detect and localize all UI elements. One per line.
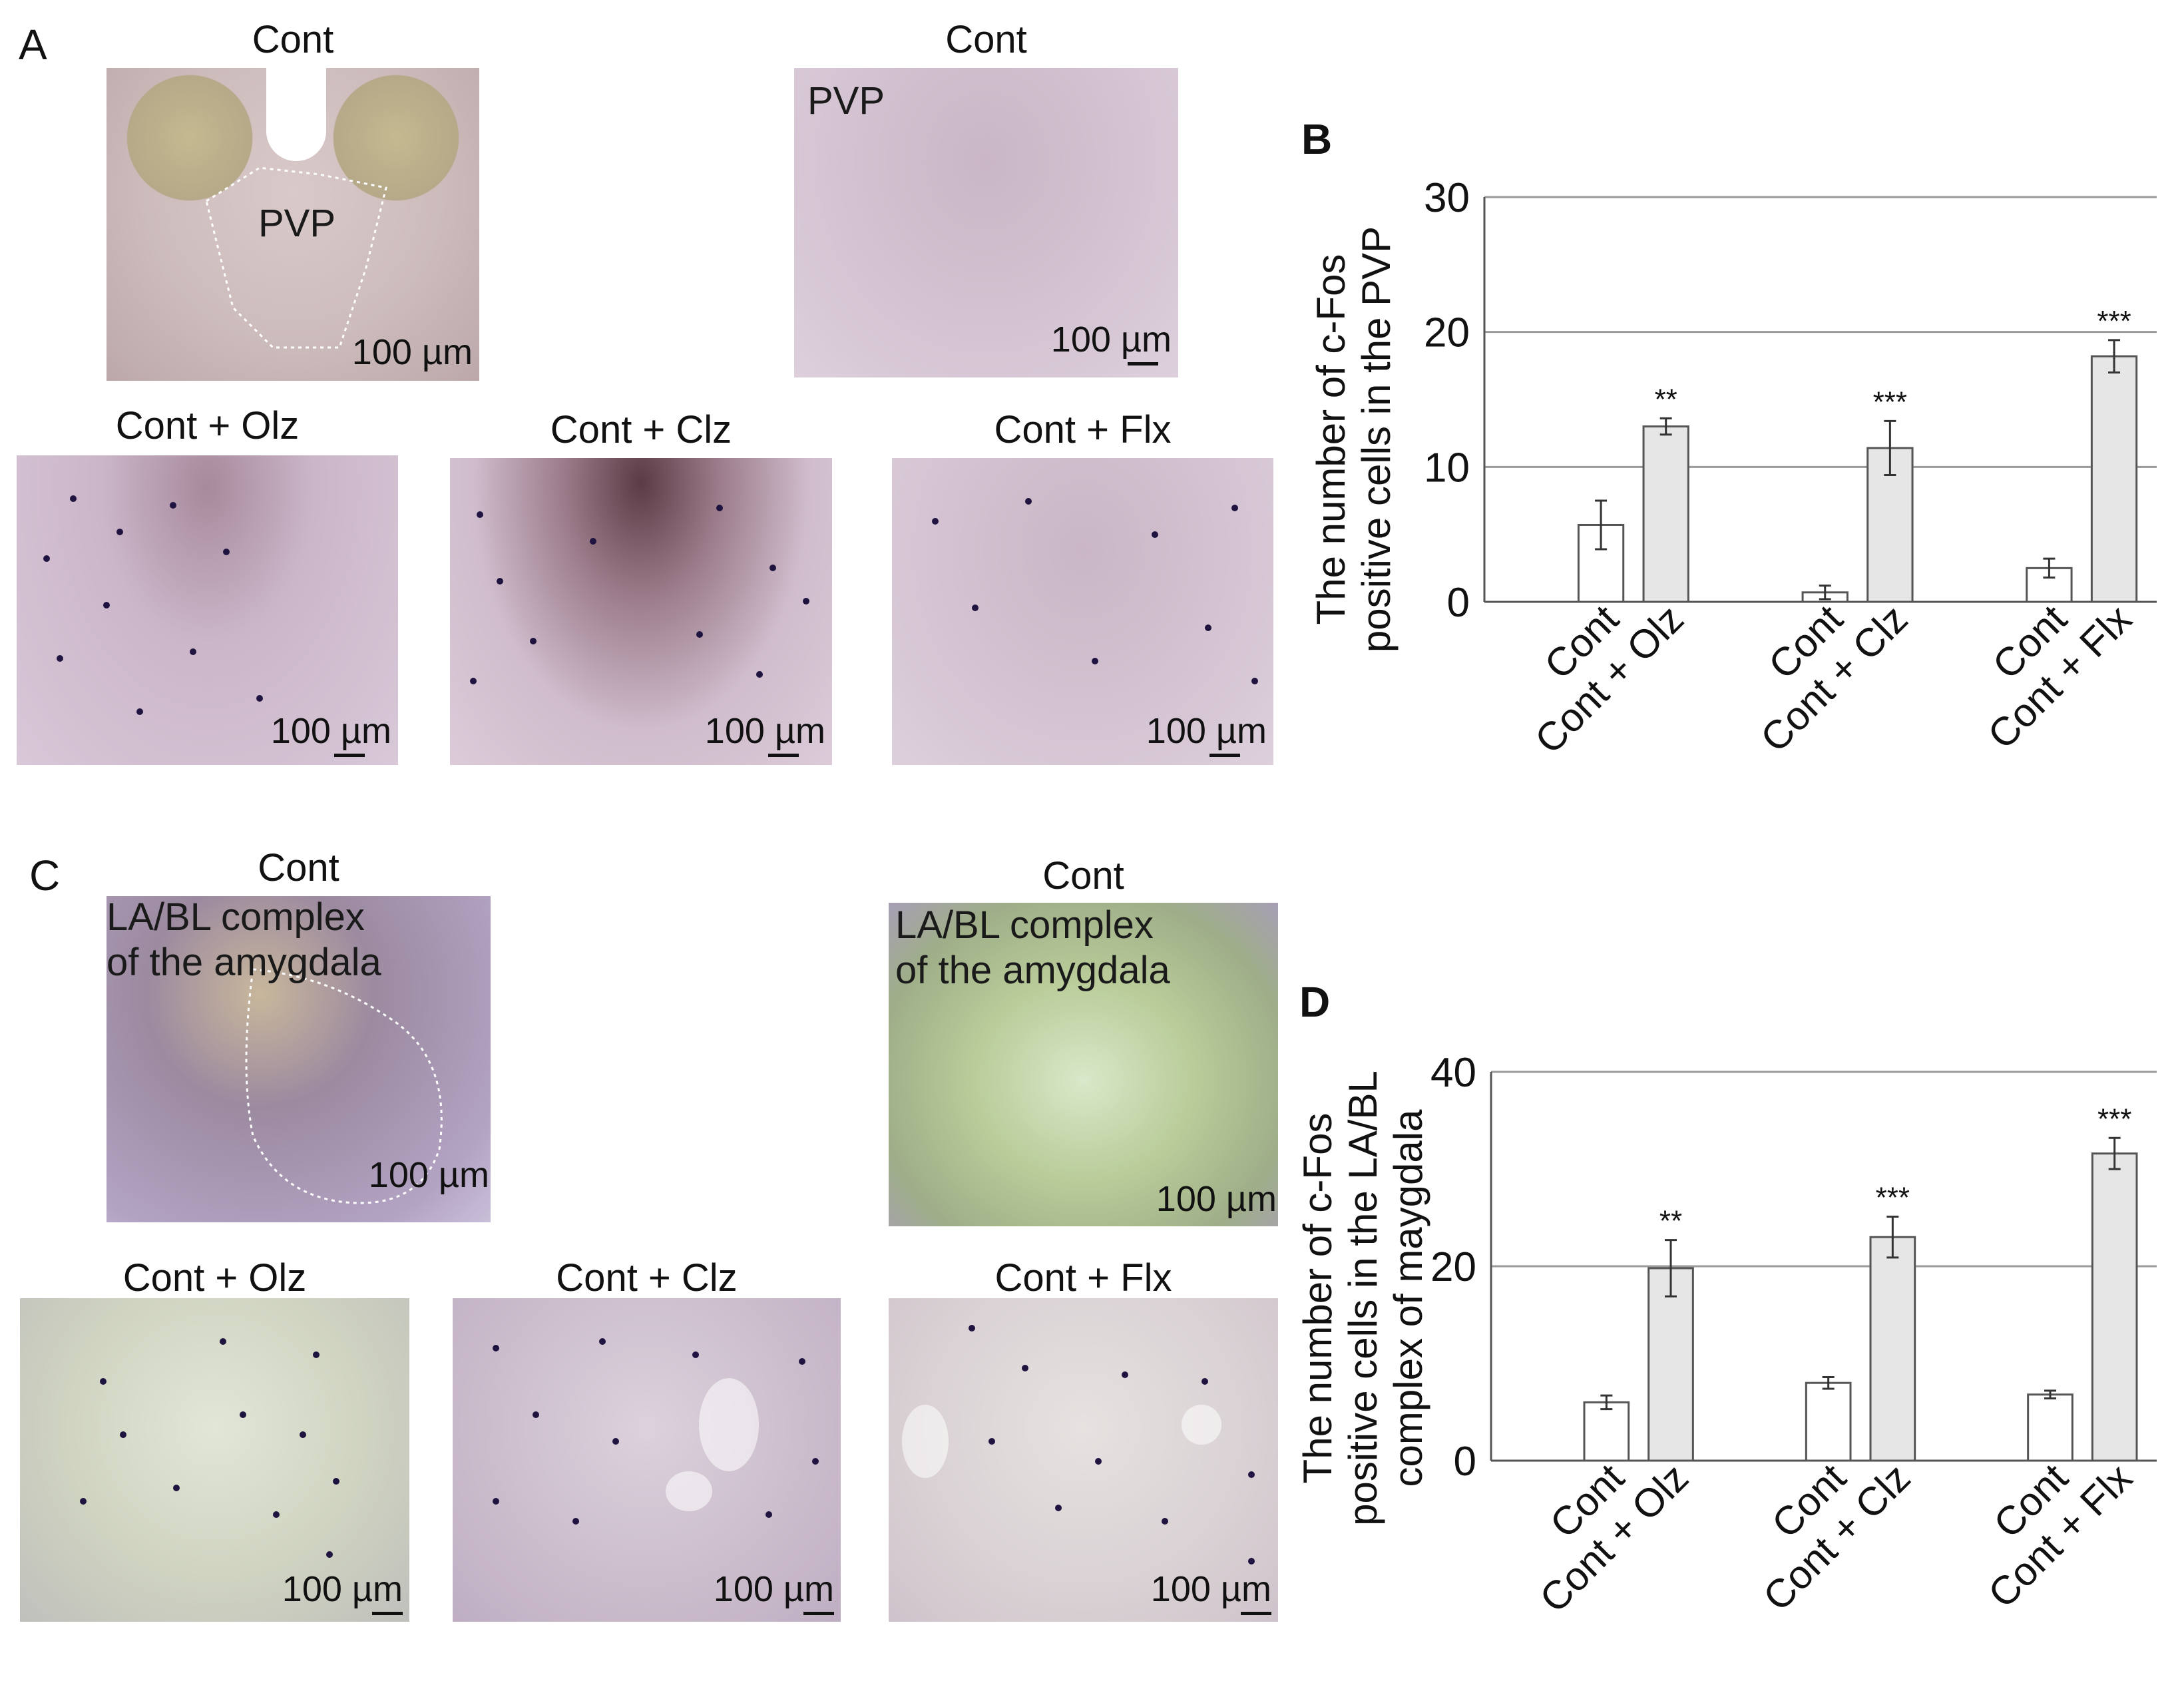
scale-bar — [372, 1612, 403, 1615]
micro-title-a1: Cont — [252, 18, 334, 61]
micrograph-c-olz: 100 µm — [20, 1298, 409, 1622]
scale-text: 100 µm — [351, 332, 473, 372]
scale-text: 100 µm — [1146, 711, 1267, 751]
scale-text: 100 µm — [1150, 1569, 1271, 1609]
y-tick-label: 30 — [1424, 175, 1470, 221]
micro-title-c5: Cont + Flx — [994, 1256, 1172, 1300]
region-label-pvp: PVP — [258, 202, 336, 245]
scale-text: 100 µm — [270, 711, 391, 751]
micrograph-a-cont-overview: PVP 100 µm — [107, 68, 479, 381]
y-axis-label-line: The number of c-Fos — [1309, 254, 1353, 625]
micrograph-a-cont-pvp: PVP 100 µm — [794, 68, 1178, 377]
bar — [2091, 1152, 2138, 1462]
significance-label: ** — [1655, 383, 1677, 415]
y-tick-label: 0 — [1447, 580, 1470, 626]
region-label-la-bl: LA/BL complex of the amygdala — [107, 896, 381, 985]
region-label-pvp: PVP — [807, 79, 885, 122]
scale-bar — [768, 754, 799, 757]
bar — [1869, 1236, 1916, 1462]
bar — [1647, 1267, 1694, 1462]
significance-label: *** — [1873, 385, 1907, 418]
micro-title-c2: Cont — [1042, 854, 1124, 897]
pvp-outline — [205, 166, 387, 349]
bar — [2090, 355, 2138, 603]
y-tick-label: 20 — [1430, 1244, 1476, 1290]
micrograph-c-flx: 100 µm — [889, 1298, 1278, 1622]
bar — [1642, 425, 1689, 603]
bar — [1583, 1401, 1630, 1462]
bar — [1805, 1381, 1852, 1462]
y-tick-label: 0 — [1454, 1439, 1476, 1485]
micrograph-a-clz: 100 µm — [450, 458, 832, 765]
scale-bar — [803, 1612, 834, 1615]
panel-letter-b: B — [1301, 115, 1333, 163]
amygdala-outline — [245, 968, 443, 1204]
scale-text: 100 µm — [713, 1569, 834, 1609]
scale-text: 100 µm — [1050, 320, 1172, 360]
y-axis-label: The number of c-Fos positive cells in the… — [1309, 226, 1399, 652]
micrograph-c-clz: 100 µm — [453, 1298, 841, 1622]
micro-title-a3: Cont + Olz — [115, 404, 300, 447]
micrograph-c-cont-overview: LA/BL complex of the amygdala 100 µm — [107, 896, 491, 1222]
micro-title-a2: Cont — [945, 18, 1027, 61]
chart-b: 0 10 20 30 The number of c-Fos positive cells… — [1309, 175, 2157, 762]
scale-text: 100 µm — [704, 711, 825, 751]
scale-text: 100 µm — [368, 1155, 489, 1195]
micrograph-a-flx: 100 µm — [892, 458, 1273, 765]
scale-bar — [1209, 754, 1240, 757]
scale-bar — [1241, 1612, 1271, 1615]
y-axis-label-line: The number of c-Fos — [1295, 1113, 1340, 1484]
micro-title-c1: Cont — [258, 846, 339, 889]
y-axis-label-line: positive cells in the PVP — [1354, 226, 1399, 652]
scale-bar — [334, 754, 365, 757]
significance-label: *** — [1876, 1182, 1910, 1214]
significance-label: *** — [2097, 1102, 2131, 1135]
y-tick-label: 40 — [1430, 1050, 1476, 1096]
micrograph-c-cont-amygdala: LA/BL complex of the amygdala 100 µm — [889, 903, 1278, 1226]
panel-letter-c: C — [29, 851, 61, 899]
micro-title-c4: Cont + Clz — [556, 1256, 738, 1300]
scale-bar — [1128, 362, 1158, 365]
panel-letter-a: A — [19, 21, 47, 69]
bar — [2027, 1393, 2074, 1462]
y-tick-label: 10 — [1424, 445, 1470, 491]
y-axis-label-line: complex of maygdala — [1386, 1109, 1430, 1487]
y-axis-label: The number of c-Fos positive cells in the… — [1295, 1071, 1430, 1526]
scale-text: 100 µm — [1156, 1179, 1277, 1219]
y-axis-label-line: positive cells in the LA/BL — [1341, 1071, 1385, 1526]
region-label-la-bl: LA/BL complex of the amygdala — [895, 903, 1170, 993]
y-tick-label: 20 — [1424, 310, 1470, 356]
micro-title-a5: Cont + Flx — [994, 408, 1172, 451]
micro-title-c3: Cont + Olz — [122, 1256, 307, 1300]
scale-text: 100 µm — [282, 1569, 403, 1609]
panel-letter-d: D — [1299, 978, 1331, 1026]
significance-label: *** — [2097, 305, 2131, 338]
micro-title-a4: Cont + Clz — [550, 408, 732, 451]
significance-label: ** — [1659, 1205, 1682, 1238]
micrograph-a-olz: 100 µm — [17, 455, 398, 765]
